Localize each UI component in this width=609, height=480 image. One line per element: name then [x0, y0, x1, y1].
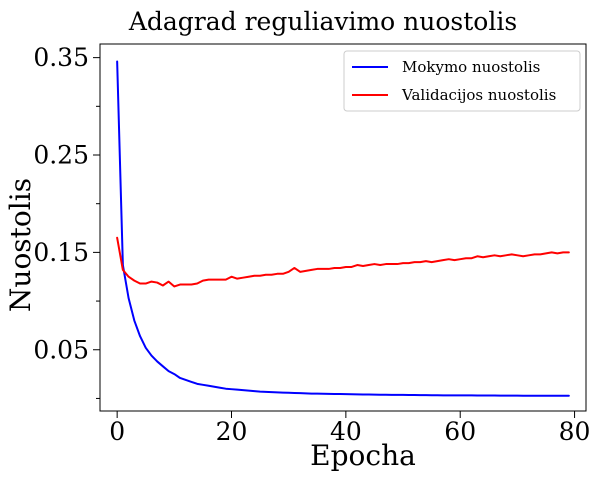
x-tick-label: 80 — [559, 417, 591, 446]
legend-box — [343, 50, 581, 112]
legend-label-validation: Validacijos nuostolis — [401, 86, 556, 104]
validation-loss-line — [116, 236, 570, 288]
x-axis-label: Epocha — [310, 439, 416, 472]
x-tick-label: 20 — [216, 417, 248, 446]
series-layer — [116, 60, 570, 397]
y-tick-label: 0.15 — [33, 238, 89, 267]
plot-frame — [99, 43, 587, 412]
x-tick-label: 0 — [109, 417, 125, 446]
y-tick-label: 0.25 — [33, 141, 89, 170]
y-tick-label: 0.05 — [33, 335, 89, 364]
y-tick-label: 0.35 — [33, 43, 89, 72]
x-tick-label: 60 — [444, 417, 476, 446]
training-loss-line — [116, 60, 570, 397]
x-tick-label: 40 — [330, 417, 362, 446]
x-axis-ticks: 0 20 40 60 80 — [109, 411, 590, 446]
legend: Mokymo nuostolis Validacijos nuostolis — [343, 50, 581, 112]
chart-title: Adagrad reguliavimo nuostolis — [128, 7, 517, 36]
legend-label-training: Mokymo nuostolis — [402, 58, 540, 76]
y-axis-label: Nuostolis — [4, 178, 37, 312]
y-axis-ticks: 0.05 0.15 0.25 0.35 — [33, 43, 100, 399]
